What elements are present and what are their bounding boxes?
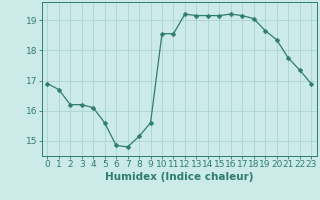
X-axis label: Humidex (Indice chaleur): Humidex (Indice chaleur)	[105, 172, 253, 182]
